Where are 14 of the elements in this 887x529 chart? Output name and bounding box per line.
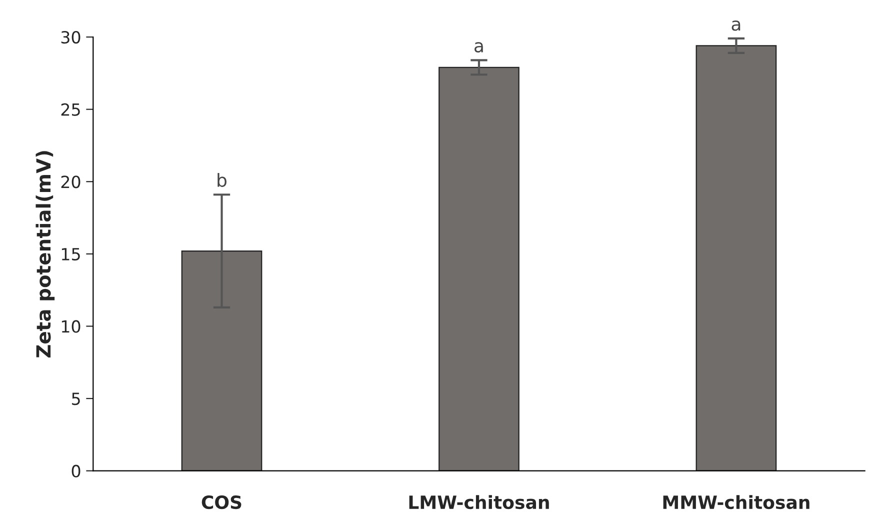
y-axis-title: Zeta potential(mV) <box>36 151 55 358</box>
y-tick-label: 10 <box>62 320 80 333</box>
x-tick-label: LMW-chitosan <box>409 495 549 510</box>
y-tick-label: 25 <box>61 103 80 116</box>
y-tick-label: 5 <box>72 392 80 406</box>
annotation: a <box>474 42 483 52</box>
x-tick-label: COS <box>202 495 242 510</box>
y-tick-label: 30 <box>61 30 80 44</box>
x-tick-label: MMW-chitosan <box>663 495 810 510</box>
annotation: a <box>732 20 740 31</box>
y-tick-label: 15 <box>62 248 80 260</box>
y-tick-label: 20 <box>61 176 80 188</box>
y-tick-label: 0 <box>72 464 80 478</box>
annotation: b <box>218 172 226 187</box>
